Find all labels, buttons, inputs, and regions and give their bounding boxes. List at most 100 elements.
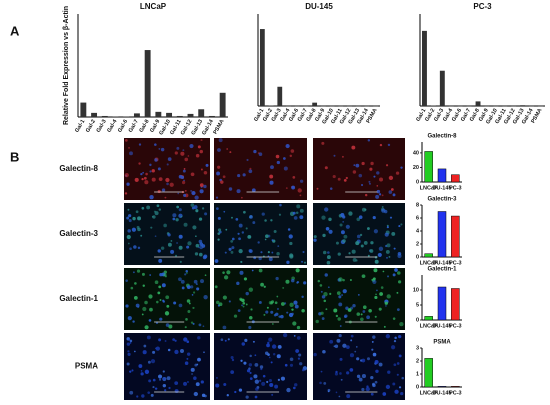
cell xyxy=(196,363,199,366)
cell xyxy=(187,155,190,157)
cell xyxy=(337,252,341,256)
bar xyxy=(187,113,194,117)
cell xyxy=(188,302,191,305)
cell xyxy=(267,341,270,345)
cell xyxy=(160,147,165,152)
y-axis-label: Relative Fold Expression vs β-Actin xyxy=(63,6,70,125)
cell xyxy=(174,151,178,155)
cell xyxy=(242,173,246,177)
cell xyxy=(269,180,274,185)
cell xyxy=(388,255,391,258)
cell xyxy=(390,188,394,191)
cell xyxy=(220,180,224,184)
cell xyxy=(362,310,366,313)
cell xyxy=(361,374,366,379)
cell xyxy=(167,157,172,161)
cell xyxy=(366,385,369,388)
cell xyxy=(271,251,274,254)
bar xyxy=(133,113,140,117)
cell xyxy=(398,354,402,358)
cell xyxy=(270,165,274,170)
cell xyxy=(164,311,170,316)
cell xyxy=(285,187,288,189)
cell xyxy=(383,325,386,328)
cell xyxy=(246,369,251,373)
cell xyxy=(138,162,141,165)
cell xyxy=(270,310,274,314)
cell xyxy=(381,205,384,208)
cell xyxy=(175,254,178,257)
cell xyxy=(239,270,244,275)
cell xyxy=(280,302,285,306)
cell xyxy=(288,234,293,239)
cell xyxy=(321,141,325,145)
bar xyxy=(424,253,433,258)
cell xyxy=(372,382,375,386)
cell xyxy=(384,301,388,305)
cell xyxy=(385,334,390,339)
cell xyxy=(198,217,203,221)
cell xyxy=(279,203,282,207)
cell xyxy=(248,363,253,367)
cell xyxy=(173,301,177,305)
cell xyxy=(183,337,188,342)
cell xyxy=(326,255,331,260)
cell xyxy=(144,300,148,305)
y-tick-label: 0 xyxy=(416,179,419,185)
cell xyxy=(364,208,367,211)
cell xyxy=(227,338,230,341)
cell xyxy=(252,340,255,343)
cell xyxy=(382,392,387,396)
cell xyxy=(191,373,193,375)
cell xyxy=(127,229,131,233)
cell xyxy=(274,384,279,389)
cell xyxy=(313,352,317,357)
cell xyxy=(195,235,197,237)
bar xyxy=(424,358,433,388)
cell xyxy=(268,356,271,359)
cell xyxy=(164,340,167,342)
cell xyxy=(222,325,227,330)
cell xyxy=(218,138,223,143)
cell xyxy=(369,167,373,171)
cell xyxy=(372,277,376,281)
cell xyxy=(163,273,167,277)
cell xyxy=(124,192,128,195)
cell xyxy=(159,378,162,381)
cell xyxy=(126,216,130,220)
cell xyxy=(190,189,193,192)
cell xyxy=(381,208,386,213)
cell xyxy=(292,321,297,326)
bar xyxy=(355,105,361,107)
cell xyxy=(313,238,317,242)
cell xyxy=(193,391,199,397)
cell xyxy=(261,212,265,216)
cell xyxy=(164,389,167,392)
cell xyxy=(290,149,295,153)
cell xyxy=(229,151,232,154)
x-tick-label: LNCaP xyxy=(420,390,438,396)
cell xyxy=(275,276,279,281)
cell xyxy=(176,242,178,244)
bar xyxy=(208,115,215,117)
cell xyxy=(329,187,333,190)
cell xyxy=(271,239,274,242)
cell xyxy=(181,180,186,185)
cell xyxy=(293,216,298,220)
cell xyxy=(145,172,148,176)
cell xyxy=(349,353,355,358)
cell xyxy=(386,243,391,248)
cell xyxy=(224,339,227,342)
cell xyxy=(238,223,243,228)
cell xyxy=(146,335,151,340)
cell xyxy=(356,374,361,379)
cell xyxy=(338,277,343,282)
cell xyxy=(169,182,174,187)
cell xyxy=(272,353,276,356)
cell xyxy=(240,260,243,264)
cell xyxy=(262,374,266,378)
bar xyxy=(91,112,98,117)
cell xyxy=(260,282,264,287)
cell xyxy=(140,372,144,376)
cell xyxy=(182,169,186,173)
